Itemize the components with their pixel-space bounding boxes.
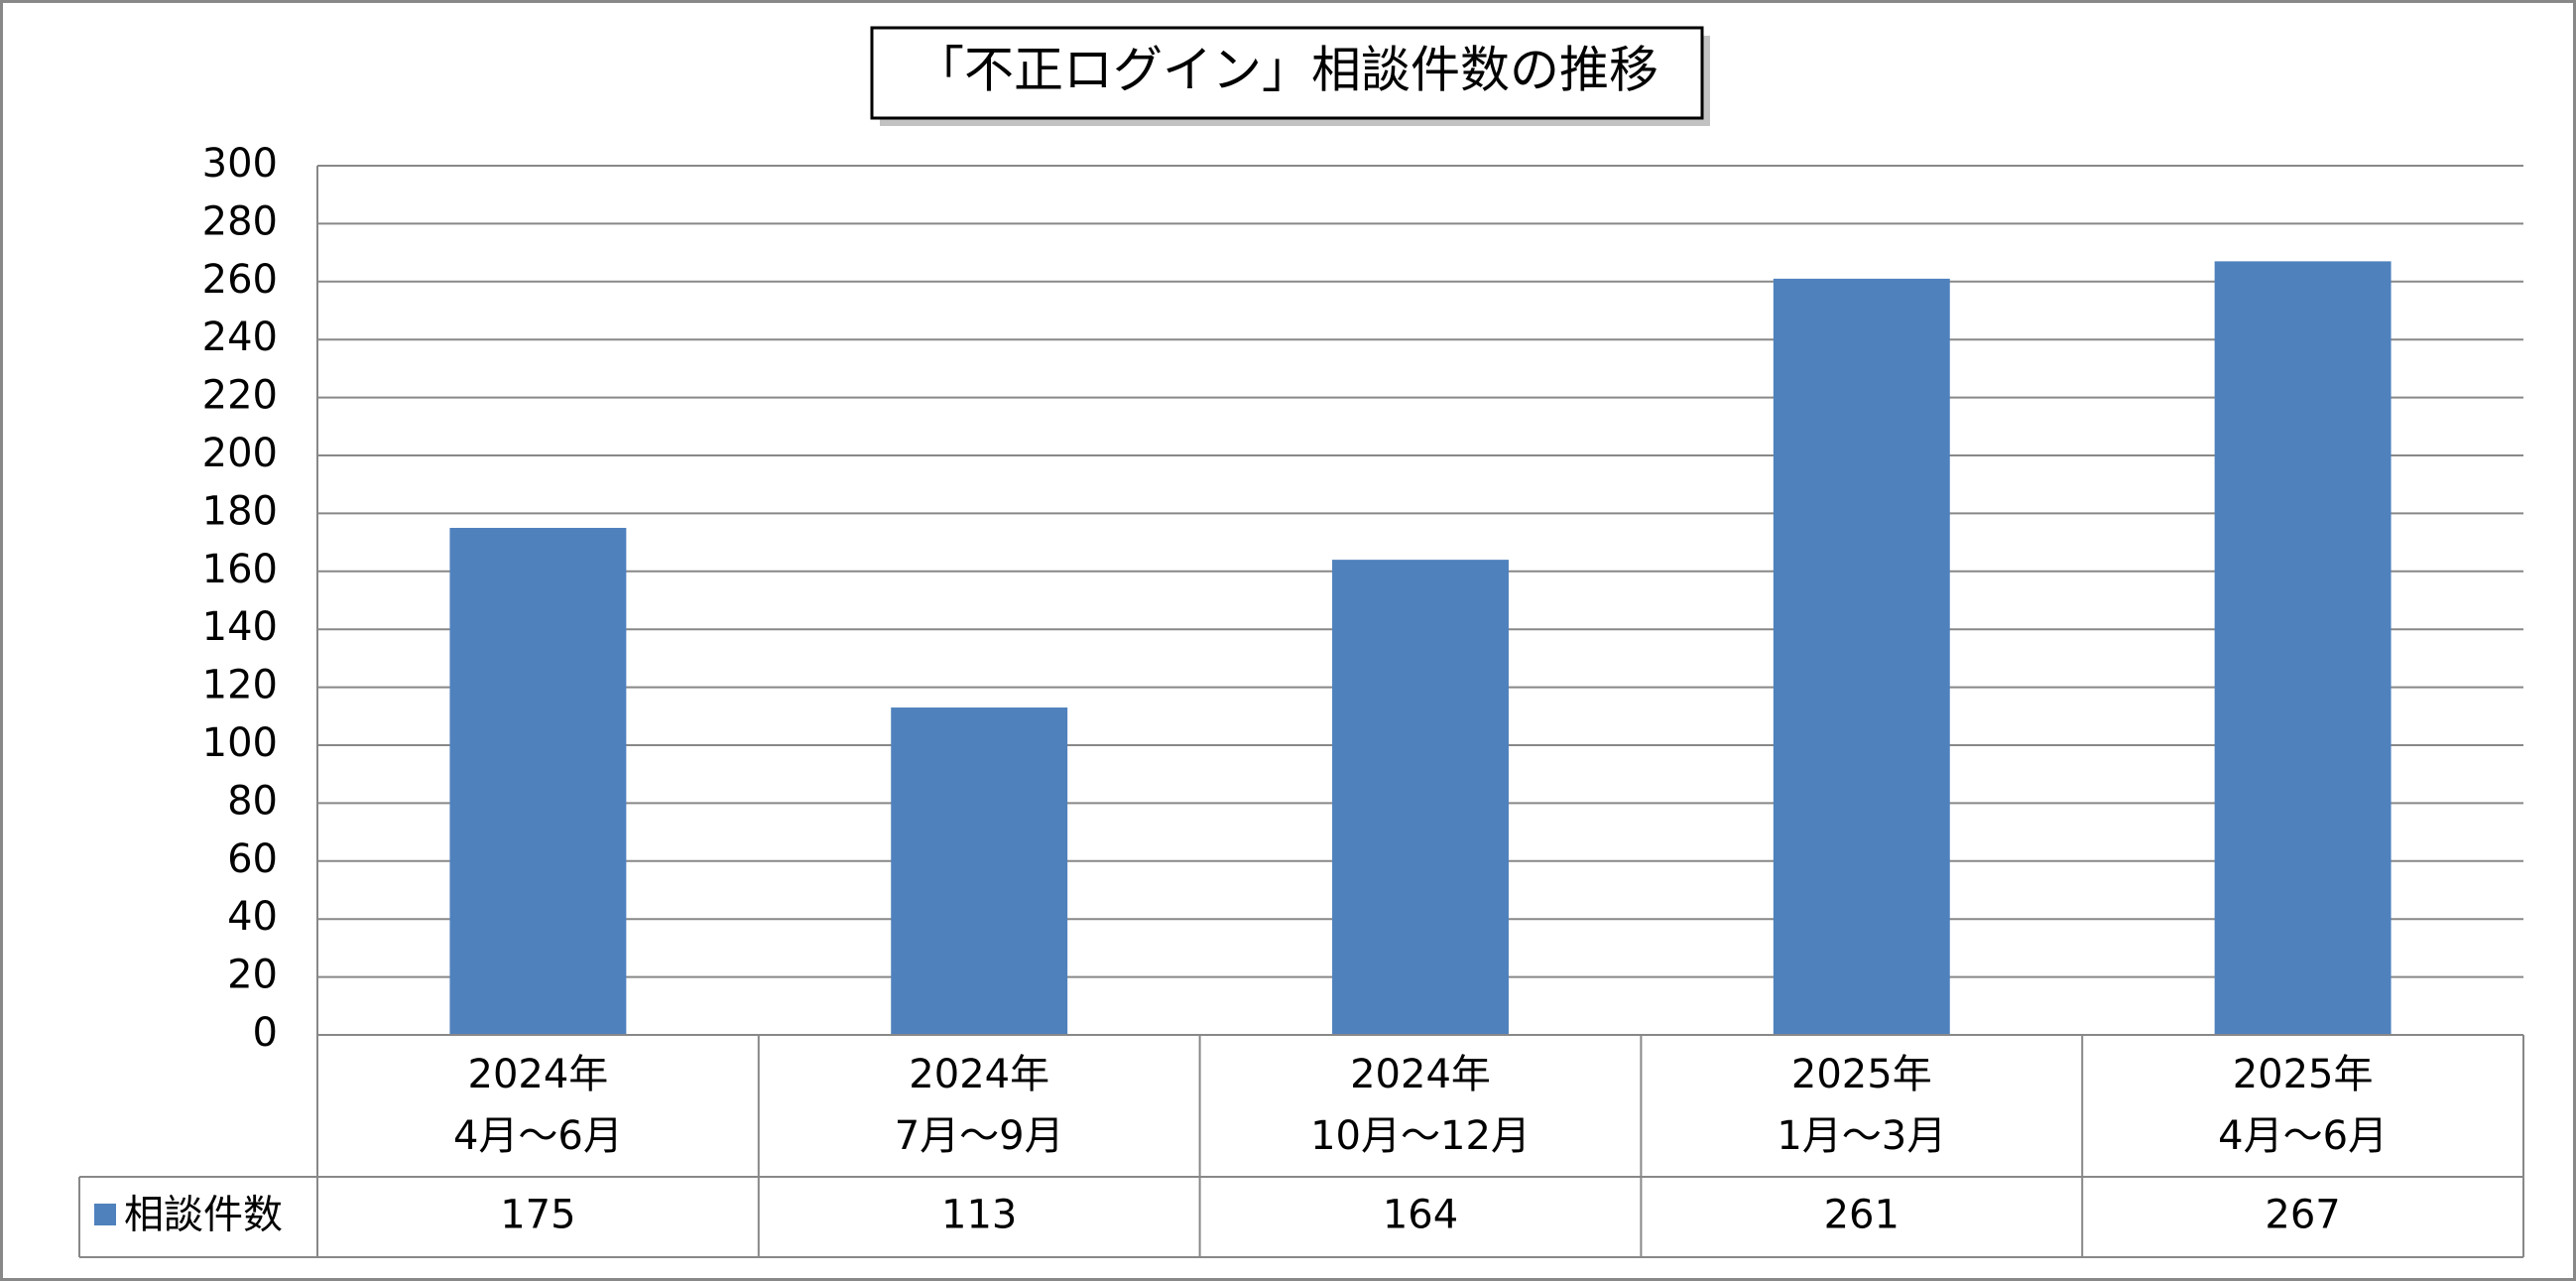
y-tick-label: 20 <box>227 953 278 998</box>
bar <box>1332 560 1509 1035</box>
x-tick-label: 10月～12月 <box>1310 1113 1531 1159</box>
y-tick-label: 180 <box>202 488 278 534</box>
x-tick-label: 7月～9月 <box>895 1113 1064 1159</box>
chart-title: 「不正ログイン」相談件数の推移 <box>915 42 1658 99</box>
y-tick-label: 40 <box>227 894 278 940</box>
x-tick-label: 4月～6月 <box>453 1113 623 1159</box>
x-tick-label: 1月～3月 <box>1777 1113 1946 1159</box>
y-tick-label: 120 <box>202 663 278 708</box>
legend-label: 相談件数 <box>124 1193 283 1238</box>
y-tick-label: 240 <box>202 315 278 360</box>
bar <box>449 528 627 1035</box>
y-tick-label: 100 <box>202 720 278 766</box>
y-tick-label: 60 <box>227 836 278 882</box>
bar <box>2214 261 2392 1035</box>
bar <box>891 707 1068 1035</box>
x-tick-label: 2024年 <box>468 1052 609 1097</box>
y-tick-label: 0 <box>253 1010 278 1056</box>
y-tick-label: 200 <box>202 431 278 476</box>
legend-swatch <box>94 1204 116 1225</box>
table-value: 261 <box>1824 1193 1900 1238</box>
y-tick-label: 280 <box>202 198 278 244</box>
bar <box>1773 278 1950 1035</box>
table-value: 267 <box>2265 1193 2340 1238</box>
title-box <box>870 26 1704 120</box>
x-tick-label: 2024年 <box>909 1052 1049 1097</box>
x-tick-label: 2025年 <box>1791 1052 1932 1097</box>
table-value: 175 <box>500 1193 575 1238</box>
y-tick-label: 300 <box>202 141 278 187</box>
x-tick-label: 2024年 <box>1350 1052 1491 1097</box>
y-tick-label: 80 <box>227 778 278 824</box>
x-tick-label: 4月～6月 <box>2218 1113 2388 1159</box>
y-tick-label: 140 <box>202 604 278 650</box>
table-value: 113 <box>941 1193 1017 1238</box>
table-value: 164 <box>1383 1193 1458 1238</box>
y-tick-label: 260 <box>202 257 278 303</box>
y-tick-label: 220 <box>202 373 278 419</box>
x-tick-label: 2025年 <box>2233 1052 2374 1097</box>
y-tick-label: 160 <box>202 547 278 592</box>
